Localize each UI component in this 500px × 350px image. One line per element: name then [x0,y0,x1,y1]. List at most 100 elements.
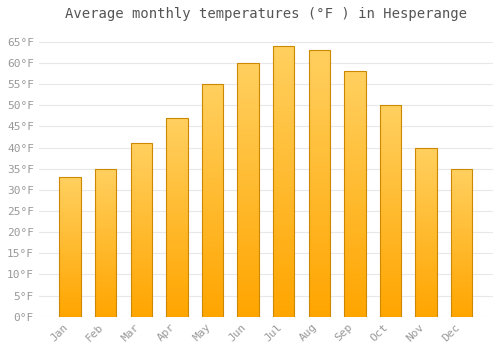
Bar [273,122,294,127]
Bar [416,242,437,246]
Bar [95,258,116,260]
Bar [344,71,366,76]
Bar [273,290,294,295]
Bar [380,249,401,253]
Bar [130,261,152,265]
Bar [273,192,294,198]
Bar [273,78,294,84]
Bar [273,225,294,230]
Bar [60,297,81,300]
Bar [95,228,116,231]
Bar [60,239,81,241]
Bar [166,134,188,138]
Bar [380,232,401,236]
Bar [344,86,366,91]
Bar [416,239,437,242]
Bar [130,168,152,171]
Bar [60,241,81,244]
Bar [273,51,294,57]
Bar [416,195,437,198]
Bar [416,188,437,191]
Bar [166,273,188,277]
Bar [344,194,366,199]
Bar [416,198,437,202]
Bar [416,191,437,195]
Bar [344,71,366,317]
Bar [95,296,116,299]
Bar [202,191,223,196]
Bar [308,205,330,210]
Bar [238,104,259,108]
Bar [273,176,294,181]
Bar [238,195,259,200]
Bar [95,204,116,207]
Bar [166,122,188,126]
Bar [130,147,152,150]
Bar [273,138,294,144]
Bar [166,277,188,281]
Bar [60,216,81,219]
Bar [451,293,472,296]
Bar [166,281,188,285]
Bar [202,84,223,317]
Bar [451,246,472,249]
Bar [308,109,330,114]
Bar [238,78,259,83]
Bar [451,237,472,240]
Bar [238,236,259,241]
Bar [308,130,330,135]
Bar [344,233,366,238]
Bar [130,175,152,178]
Bar [95,213,116,216]
Bar [451,254,472,258]
Bar [273,73,294,78]
Bar [380,270,401,274]
Bar [238,190,259,195]
Bar [130,209,152,213]
Bar [202,107,223,112]
Bar [202,168,223,173]
Bar [238,124,259,129]
Bar [308,312,330,317]
Bar [60,303,81,306]
Bar [344,150,366,155]
Bar [130,240,152,244]
Bar [344,224,366,229]
Bar [95,302,116,305]
Bar [273,165,294,170]
Bar [308,183,330,189]
Bar [202,266,223,270]
Bar [344,145,366,150]
Bar [344,292,366,297]
Bar [238,271,259,276]
Bar [344,209,366,214]
Bar [202,261,223,266]
Bar [60,222,81,225]
Bar [273,144,294,149]
Bar [202,84,223,89]
Bar [380,160,401,164]
Bar [238,231,259,236]
Bar [451,228,472,231]
Bar [416,283,437,286]
Bar [451,169,472,172]
Bar [202,308,223,312]
Bar [308,285,330,290]
Bar [273,89,294,95]
Bar [95,201,116,204]
Bar [273,268,294,273]
Bar [130,303,152,306]
Bar [416,222,437,225]
Bar [130,313,152,317]
Bar [238,246,259,251]
Bar [308,269,330,274]
Bar [273,57,294,62]
Bar [60,272,81,275]
Bar [416,266,437,270]
Bar [308,77,330,82]
Bar [451,189,472,193]
Bar [238,296,259,302]
Bar [273,62,294,68]
Bar [238,134,259,139]
Bar [380,164,401,169]
